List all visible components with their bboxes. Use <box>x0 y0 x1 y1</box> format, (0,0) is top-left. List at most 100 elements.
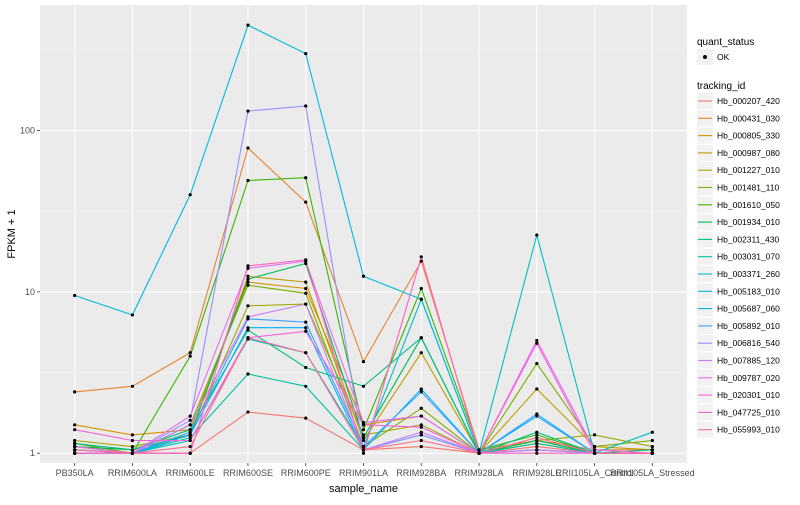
legend-item-label: Hb_055993_010 <box>717 425 780 435</box>
data-point <box>246 23 250 27</box>
data-point <box>419 444 423 449</box>
data-point <box>188 354 192 358</box>
data-point <box>419 351 423 355</box>
data-point <box>304 200 308 204</box>
data-point <box>535 433 539 437</box>
data-point <box>188 438 192 443</box>
data-point <box>361 438 366 443</box>
data-point <box>188 351 192 355</box>
data-point <box>419 406 423 410</box>
data-point <box>188 423 192 427</box>
x-tick-label: RRIM901LA <box>339 468 388 478</box>
data-point <box>246 304 250 308</box>
x-tick-label: RRIM928BA <box>396 468 446 478</box>
legend-item-label: Hb_000207_420 <box>717 96 780 106</box>
data-point <box>535 436 539 440</box>
points-layer <box>73 23 654 455</box>
data-point <box>419 255 423 259</box>
data-point <box>650 444 654 449</box>
legend-item-label: Hb_005183_010 <box>717 286 780 296</box>
data-point <box>246 178 250 183</box>
data-point <box>304 51 308 56</box>
data-point <box>361 420 366 425</box>
data-point <box>592 451 597 455</box>
data-point <box>361 444 366 449</box>
data-point <box>419 438 423 443</box>
data-point <box>304 291 308 295</box>
data-point <box>535 438 539 443</box>
legend-item-label: Hb_000987_080 <box>717 148 780 158</box>
data-point <box>304 320 308 324</box>
point-legend-title: quant_status <box>697 37 754 48</box>
data-point <box>535 361 539 366</box>
data-point <box>535 451 539 455</box>
data-point <box>650 448 654 452</box>
legend-item-label: Hb_047725_010 <box>717 407 780 417</box>
data-point <box>188 451 192 455</box>
data-point <box>188 414 192 418</box>
data-point <box>304 416 308 420</box>
y-tick-label: 1 <box>30 448 35 458</box>
x-axis-title: sample_name <box>329 483 398 495</box>
data-point <box>361 428 366 432</box>
data-point <box>246 410 250 414</box>
data-point <box>73 293 77 298</box>
data-point <box>73 451 77 455</box>
x-tick-label: PB350LA <box>56 468 94 478</box>
data-point <box>419 390 423 394</box>
legend-item-label: Hb_001227_010 <box>717 165 780 175</box>
legend: quant_status tracking_id OK Hb_000207_420… <box>697 37 780 438</box>
legend-item-label: Hb_001481_110 <box>717 183 780 193</box>
data-point <box>650 451 654 455</box>
data-point <box>130 444 135 449</box>
data-point <box>535 430 539 434</box>
data-point <box>73 390 77 394</box>
x-tick-label: RRIM928LE <box>512 468 561 478</box>
series-legend-title: tracking_id <box>697 81 745 92</box>
data-point <box>419 297 423 301</box>
legend-item-label: Hb_001934_010 <box>717 217 780 227</box>
data-point <box>73 428 77 432</box>
data-point <box>650 430 654 434</box>
data-point <box>130 313 135 317</box>
data-point <box>246 315 250 319</box>
data-point <box>304 384 308 388</box>
data-point <box>361 423 366 427</box>
data-point <box>246 109 250 113</box>
data-point <box>535 412 539 416</box>
data-point <box>650 438 654 443</box>
data-point <box>535 341 539 345</box>
data-point <box>304 176 308 180</box>
data-point <box>535 448 539 452</box>
x-tick-label: RRII105LA_Stressed <box>610 468 695 478</box>
legend-item-label: Hb_003031_070 <box>717 252 780 262</box>
legend-item-label: Hb_005687_060 <box>717 304 780 314</box>
data-point <box>130 438 135 443</box>
data-point <box>592 444 597 449</box>
data-point <box>361 448 366 452</box>
data-point <box>419 430 423 434</box>
data-point <box>535 441 539 446</box>
data-point <box>188 418 192 422</box>
legend-item-label: Hb_000805_330 <box>717 131 780 141</box>
data-point <box>535 233 539 237</box>
x-tick-label: RRII105LA_Control <box>556 468 634 478</box>
data-point <box>188 428 192 432</box>
legend-item-label: Hb_002311_430 <box>717 234 780 244</box>
data-point <box>246 266 250 270</box>
data-point <box>419 425 423 429</box>
data-point <box>188 430 192 434</box>
data-point <box>419 423 423 427</box>
data-point <box>535 338 539 343</box>
data-point <box>73 441 77 446</box>
data-point <box>304 104 308 108</box>
data-point <box>304 261 308 266</box>
data-point <box>361 274 366 278</box>
data-point <box>246 277 250 281</box>
legend-item-label: Hb_001610_050 <box>717 200 780 210</box>
data-point <box>419 336 423 340</box>
data-point <box>361 359 366 364</box>
x-tick-label: RRIM600LE <box>166 468 215 478</box>
data-point <box>304 326 308 330</box>
